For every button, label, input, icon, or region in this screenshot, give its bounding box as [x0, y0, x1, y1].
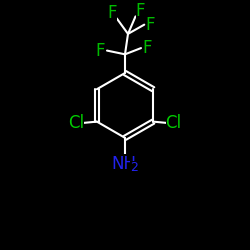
Text: Cl: Cl [68, 114, 84, 132]
Text: NH: NH [111, 155, 136, 173]
Text: Cl: Cl [166, 114, 182, 132]
Text: F: F [96, 42, 105, 60]
Text: F: F [136, 2, 145, 21]
Text: F: F [142, 39, 152, 57]
Text: F: F [146, 16, 155, 34]
Text: 2: 2 [130, 161, 138, 174]
Text: F: F [108, 4, 117, 22]
